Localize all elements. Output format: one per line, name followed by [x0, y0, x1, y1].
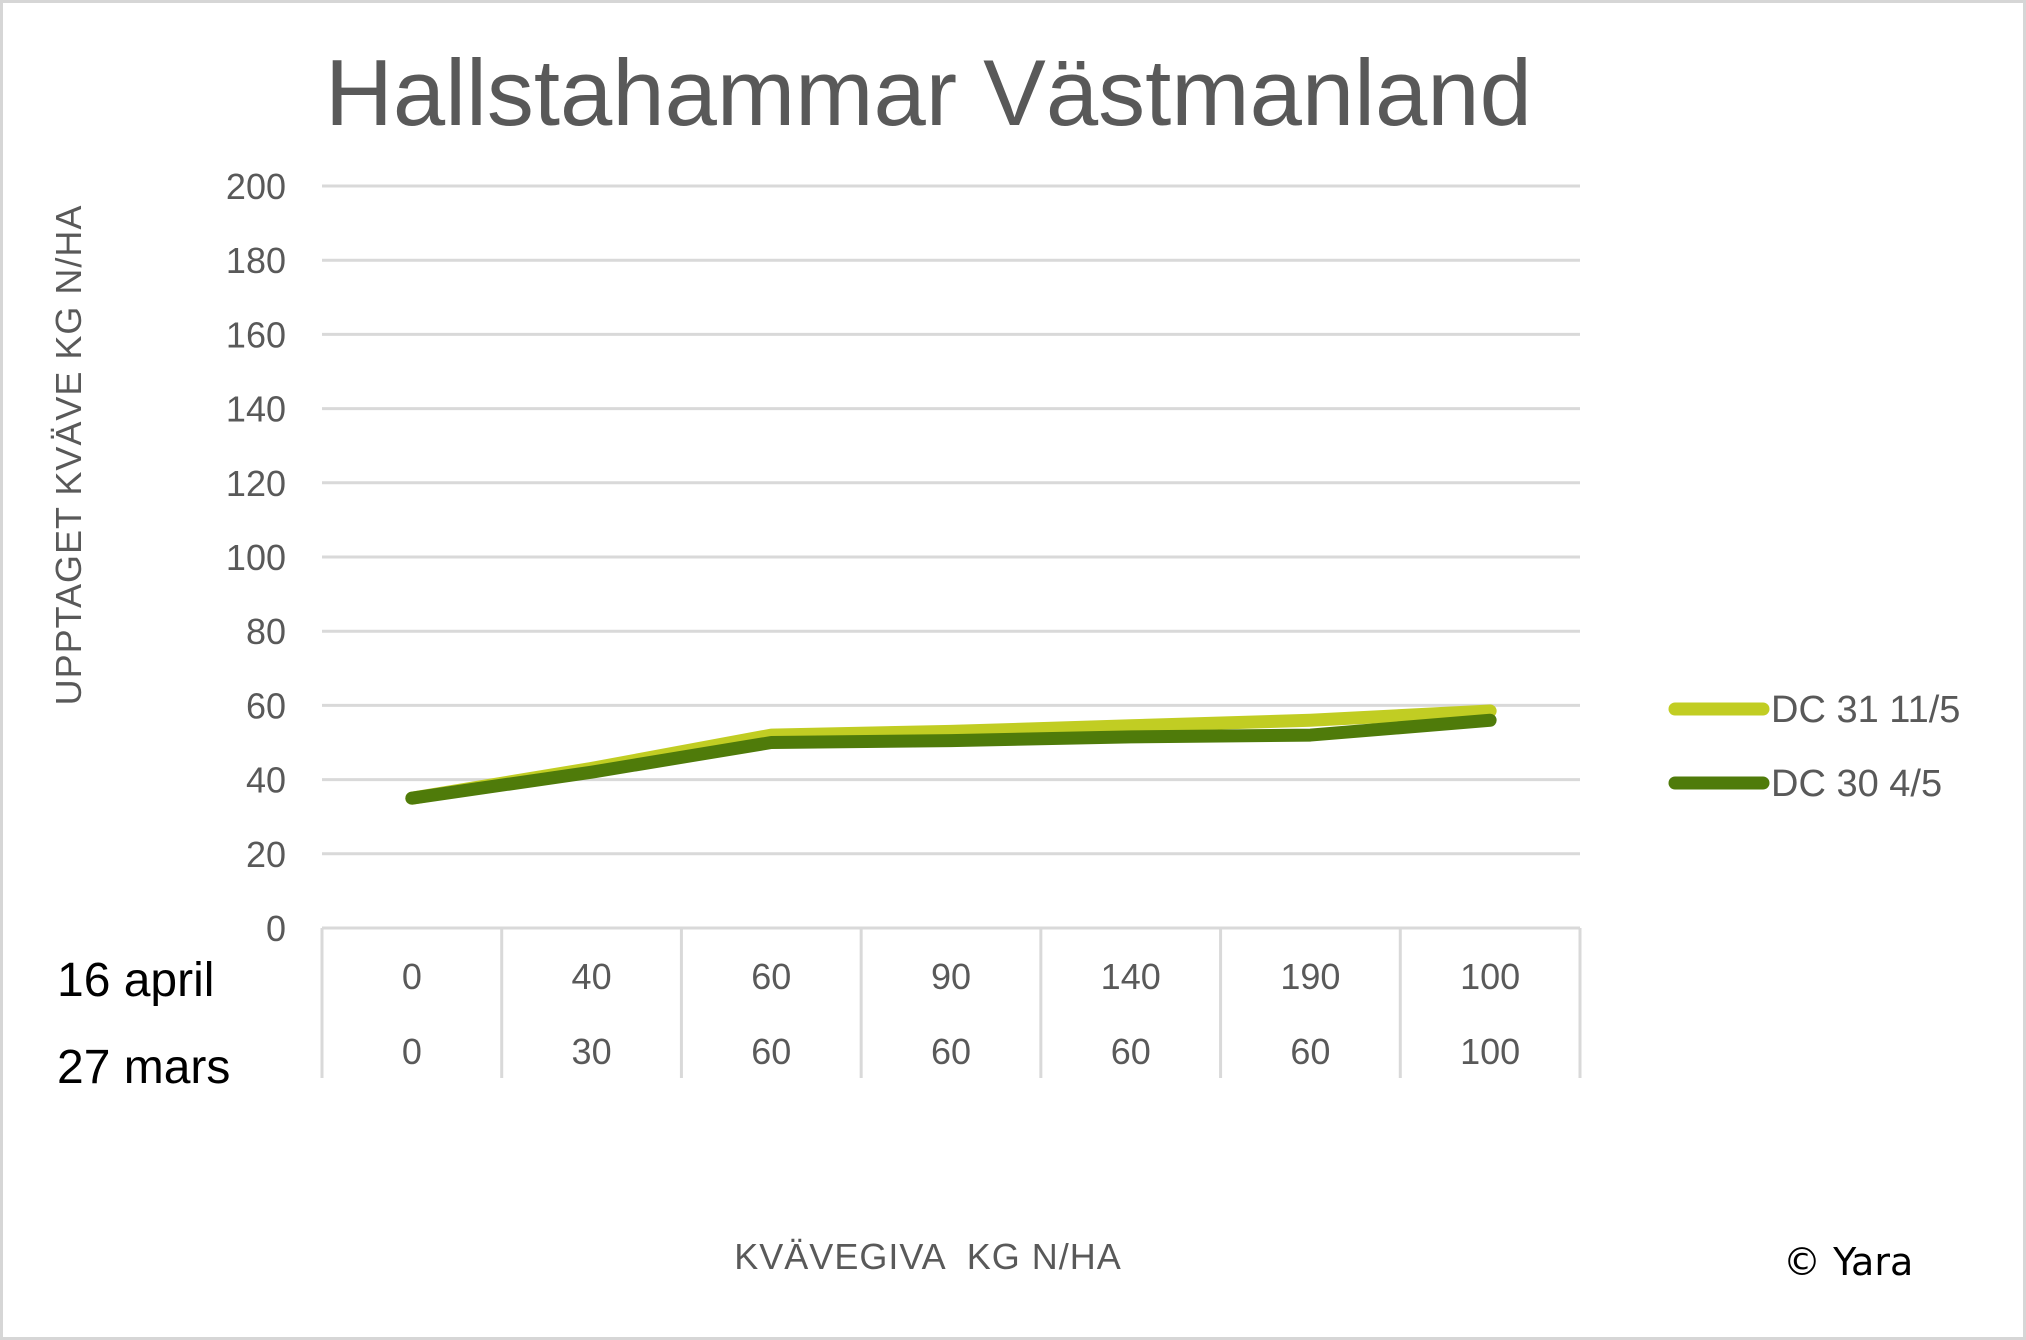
series-line-2: [405, 713, 1497, 805]
x-axis-table: 0 40 60 90 140 190 100 0 30 60 60 60 60 100: [320, 928, 1582, 1078]
x-tick-label: 60: [931, 1031, 971, 1072]
legend: DC 31 11/5 DC 30 4/5: [1668, 689, 1960, 805]
y-tick-label: 200: [226, 166, 286, 207]
line-chart: Hallstahammar Västmanland 0 20 40 60 80 100 12…: [48, 40, 1960, 1284]
y-tick-label: 80: [246, 611, 286, 652]
y-tick-label: 160: [226, 314, 286, 355]
x-tick-label: 0: [402, 1031, 422, 1072]
copyright-text: © Yara: [1783, 1240, 1913, 1284]
y-tick-label: 140: [226, 389, 286, 430]
gridlines: [322, 184, 1580, 930]
x-tick-label: 0: [402, 956, 422, 997]
x-tick-label: 40: [572, 956, 612, 997]
x-tick-label: 100: [1460, 956, 1520, 997]
legend-label-1: DC 31 11/5: [1771, 689, 1960, 731]
x-tick-label: 140: [1101, 956, 1161, 997]
y-tick-label: 20: [246, 834, 286, 875]
x-tick-label: 90: [931, 956, 971, 997]
y-tick-label: 120: [226, 463, 286, 504]
series-lines: [405, 704, 1497, 805]
y-axis-ticks: 0 20 40 60 80 100 120 140 160 180 200: [226, 166, 286, 949]
y-tick-label: 180: [226, 240, 286, 281]
row-label-16-april: 16 april: [57, 954, 214, 1007]
x-tick-label: 100: [1460, 1031, 1520, 1072]
x-tick-label: 60: [1111, 1031, 1151, 1072]
y-tick-label: 100: [226, 537, 286, 578]
y-tick-label: 40: [246, 760, 286, 801]
chart-title: Hallstahammar Västmanland: [325, 40, 1532, 145]
x-axis-title: KVÄVEGIVA KG N/HA: [734, 1236, 1121, 1277]
row-label-27-mars: 27 mars: [57, 1041, 230, 1094]
y-tick-label: 0: [266, 908, 286, 949]
x-tick-label: 60: [751, 956, 791, 997]
legend-label-2: DC 30 4/5: [1771, 763, 1942, 805]
x-tick-label: 30: [572, 1031, 612, 1072]
y-tick-label: 60: [246, 685, 286, 726]
x-tick-label: 190: [1280, 956, 1340, 997]
x-tick-label: 60: [751, 1031, 791, 1072]
series-line-1: [405, 704, 1497, 805]
x-tick-label: 60: [1290, 1031, 1330, 1072]
y-axis-title: UPPTAGET KVÄVE KG N/HA: [48, 205, 89, 706]
